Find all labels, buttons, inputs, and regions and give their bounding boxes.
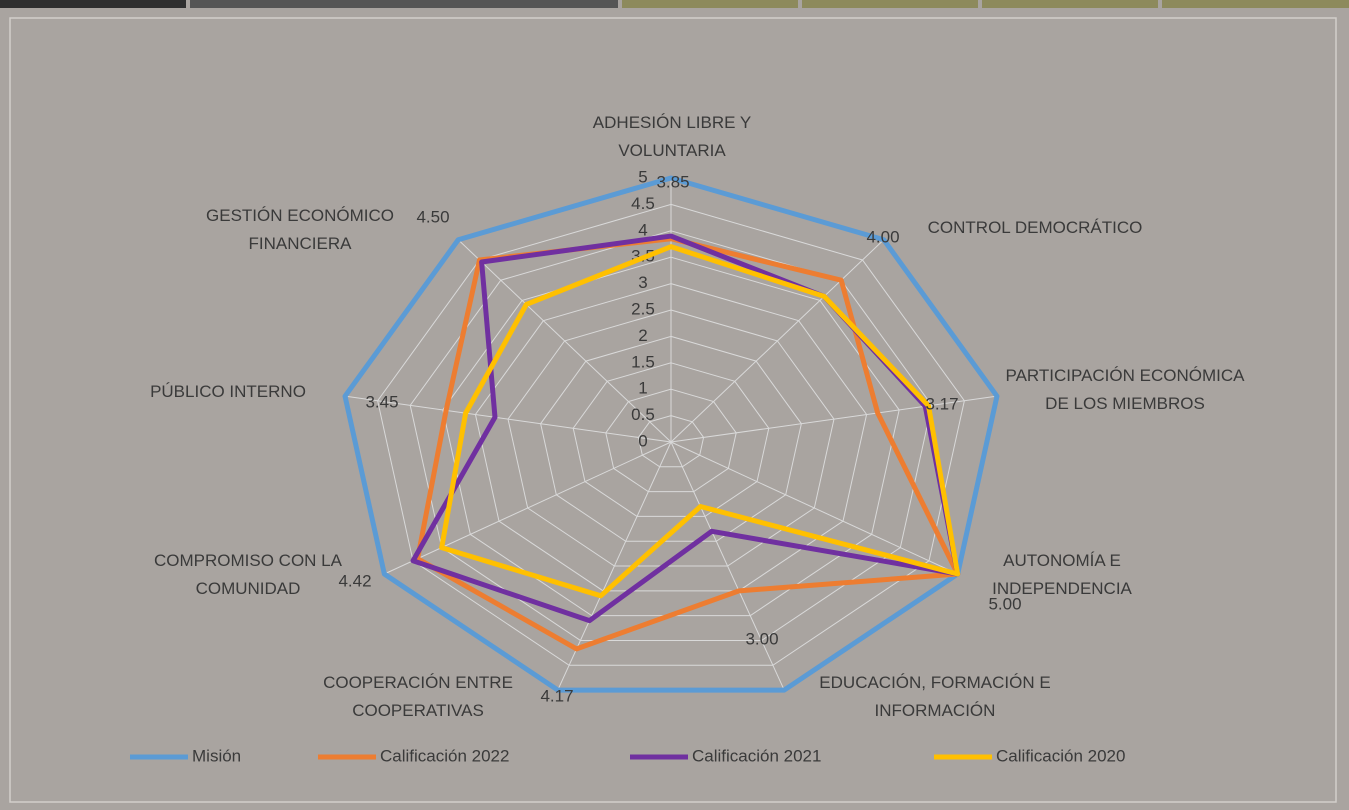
grid-ring <box>409 230 933 641</box>
data-label: 3.45 <box>365 392 398 411</box>
legend-label: Calificación 2022 <box>380 746 509 765</box>
r-tick-label: 4.5 <box>631 194 655 213</box>
data-label: 4.50 <box>416 207 449 226</box>
axis-spoke <box>670 441 785 691</box>
legend-label: Calificación 2020 <box>996 746 1125 765</box>
series-line <box>342 175 1000 693</box>
category-label: PÚBLICO INTERNO <box>150 382 306 401</box>
grid-ring <box>507 309 835 567</box>
chart-frame <box>9 17 1337 803</box>
category-label: COOPERACIÓN ENTRE COOPERATIVAS <box>323 673 513 720</box>
category-label: ADHESIÓN LIBRE Y VOLUNTARIA <box>592 113 752 160</box>
r-tick-label: 2.5 <box>631 299 655 318</box>
legend-label: Misión <box>192 746 241 765</box>
data-label: 3.00 <box>745 629 778 648</box>
grid-ring <box>540 335 802 542</box>
axis-spoke <box>384 441 672 575</box>
axis-spoke <box>344 395 672 443</box>
grid-ring <box>605 388 737 493</box>
header-tab <box>802 0 978 8</box>
axis-spoke <box>670 239 885 443</box>
grid-ring <box>637 415 705 468</box>
header-tab <box>622 0 798 8</box>
header-tab <box>1162 0 1349 8</box>
data-label: 4.42 <box>338 571 371 590</box>
r-tick-label: 1.5 <box>631 352 655 371</box>
r-tick-label: 0 <box>638 431 647 450</box>
category-label: CONTROL DEMOCRÁTICO <box>927 218 1143 237</box>
header-tab <box>0 0 186 8</box>
grid-ring <box>474 283 868 592</box>
category-label: AUTONOMÍA E INDEPENDENCIA <box>992 551 1132 598</box>
category-label: PARTICIPACIÓN ECONÓMICA DE LOS MIEMBROS <box>1005 366 1245 413</box>
category-label: EDUCACIÓN, FORMACIÓN E INFORMACIÓN <box>819 673 1051 720</box>
axis-spoke <box>670 395 998 443</box>
series-line <box>439 244 961 599</box>
r-tick-label: 4 <box>638 220 647 239</box>
grid-ring <box>377 203 965 666</box>
r-tick-label: 3 <box>638 273 647 292</box>
r-tick-label: 5 <box>638 167 647 186</box>
r-tick-label: 0.5 <box>631 405 655 424</box>
series-line <box>415 236 961 652</box>
data-label: 3.17 <box>925 394 958 413</box>
data-label: 5.00 <box>988 594 1021 613</box>
header-tab <box>982 0 1158 8</box>
header-tab <box>190 0 618 8</box>
data-label: 4.17 <box>540 686 573 705</box>
category-label: COMPROMISO CON LA COMUNIDAD <box>154 551 342 598</box>
axis-spoke <box>670 441 958 575</box>
category-label: GESTIÓN ECONÓMICO FINANCIERA <box>206 206 394 253</box>
legend-label: Calificación 2021 <box>692 746 821 765</box>
data-label: 3.85 <box>656 172 689 191</box>
r-tick-label: 1 <box>638 379 647 398</box>
grid-ring <box>572 362 770 517</box>
axis-spoke <box>457 239 672 443</box>
r-tick-label: 2 <box>638 326 647 345</box>
data-label: 4.00 <box>866 227 899 246</box>
